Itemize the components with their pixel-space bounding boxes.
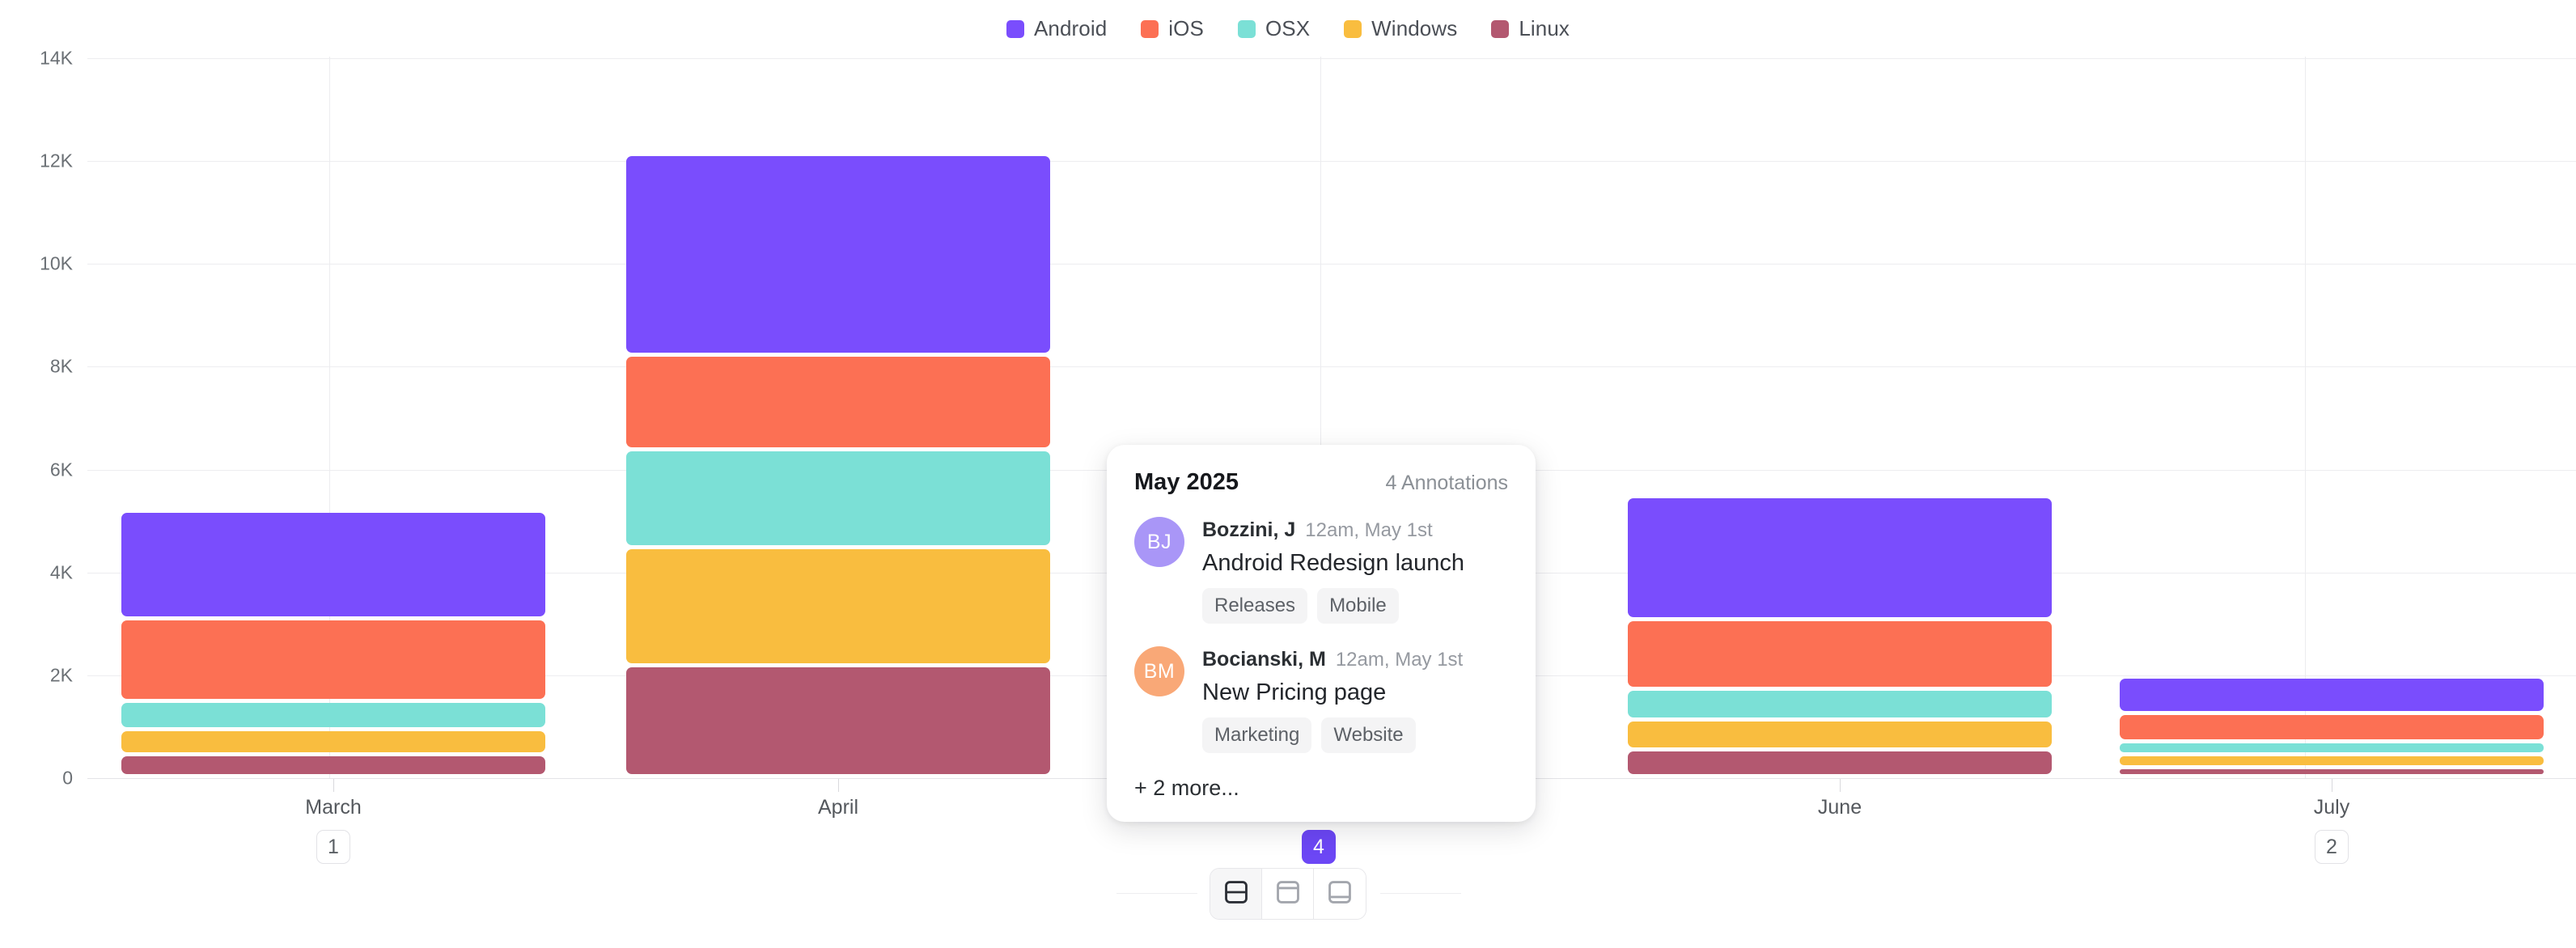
legend-item-windows[interactable]: Windows bbox=[1344, 16, 1457, 41]
annotation-text: New Pricing page bbox=[1202, 679, 1387, 705]
annotation-author: Bocianski, M bbox=[1202, 648, 1326, 671]
legend-swatch-icon bbox=[1237, 19, 1256, 38]
legend-item-android[interactable]: Android bbox=[1006, 16, 1107, 41]
legend-item-ios[interactable]: iOS bbox=[1141, 16, 1204, 41]
bar-segment-june-ios[interactable] bbox=[1628, 621, 2052, 687]
annotation-tag-row: Marketing Website bbox=[1202, 717, 1508, 753]
bar-segment-july-windows[interactable] bbox=[2120, 756, 2544, 765]
vertical-separator-2 bbox=[1320, 57, 1321, 778]
gridline-10K bbox=[87, 264, 2576, 265]
legend-item-label: Linux bbox=[1519, 16, 1570, 40]
bar-segment-april-android[interactable] bbox=[626, 155, 1050, 353]
annotation-list: BJ Bozzini, J 12am, May 1st Android Redesig… bbox=[1134, 517, 1508, 753]
bar-segment-july-android[interactable] bbox=[2120, 679, 2544, 711]
annotation-entry[interactable]: BJ Bozzini, J 12am, May 1st Android Redesig… bbox=[1134, 517, 1508, 624]
annotation-text: Android Redesign launch bbox=[1202, 550, 1465, 576]
y-axis-tick-label: 10K bbox=[40, 252, 73, 274]
annotation-tag[interactable]: Marketing bbox=[1202, 717, 1312, 753]
bottom-panel-layout-button[interactable] bbox=[1314, 869, 1366, 919]
bar-segment-march-osx[interactable] bbox=[121, 703, 545, 728]
legend-swatch-icon bbox=[1344, 19, 1362, 38]
gridline-8K bbox=[87, 366, 2576, 368]
bar-segment-march-windows[interactable] bbox=[121, 731, 545, 752]
popover-header: May 2025 4 Annotations bbox=[1134, 469, 1508, 496]
legend-swatch-icon bbox=[1141, 19, 1159, 38]
annotation-author: Bozzini, J bbox=[1202, 518, 1296, 541]
bar-segment-april-ios[interactable] bbox=[626, 356, 1050, 448]
legend-swatch-icon bbox=[1491, 19, 1510, 38]
bar-segment-june-osx[interactable] bbox=[1628, 690, 2052, 718]
bar-segment-april-osx[interactable] bbox=[626, 451, 1050, 546]
bar-segment-april-linux[interactable] bbox=[626, 667, 1050, 774]
legend-item-linux[interactable]: Linux bbox=[1491, 16, 1570, 41]
y-axis-tick-label: 0 bbox=[62, 767, 73, 789]
annotation-meta: Bozzini, J 12am, May 1st bbox=[1202, 518, 1508, 542]
gridline-14K bbox=[87, 58, 2576, 59]
vertical-separator-1 bbox=[329, 57, 330, 778]
y-axis-tick-label: 4K bbox=[49, 561, 73, 583]
bar-segment-july-osx[interactable] bbox=[2120, 743, 2544, 753]
bar-segment-july-ios[interactable] bbox=[2120, 714, 2544, 739]
bar-segment-june-windows[interactable] bbox=[1628, 722, 2052, 747]
bar-segment-june-android[interactable] bbox=[1628, 497, 2052, 618]
avatar: BJ bbox=[1134, 517, 1184, 567]
y-axis-tick-label: 12K bbox=[40, 150, 73, 171]
legend-item-label: Windows bbox=[1371, 16, 1458, 40]
top-panel-layout-icon bbox=[1274, 878, 1302, 910]
popover-annotation-count: 4 Annotations bbox=[1385, 472, 1508, 494]
gridline-12K bbox=[87, 161, 2576, 163]
legend-item-label: iOS bbox=[1168, 16, 1204, 40]
vertical-separator-3 bbox=[2305, 57, 2306, 778]
bar-segment-april-windows[interactable] bbox=[626, 549, 1050, 664]
annotation-timestamp: 12am, May 1st bbox=[1305, 519, 1433, 541]
annotation-body: Bozzini, J 12am, May 1st Android Redesign … bbox=[1202, 517, 1508, 624]
legend-swatch-icon bbox=[1006, 19, 1024, 38]
annotation-tag[interactable]: Releases bbox=[1202, 588, 1308, 624]
annotation-tag[interactable]: Mobile bbox=[1317, 588, 1399, 624]
x-axis-tick-mark bbox=[333, 779, 334, 792]
chart-legend: Android iOS OSX Windows Linux bbox=[0, 16, 2576, 41]
annotation-entry[interactable]: BM Bocianski, M 12am, May 1st New Pricing p… bbox=[1134, 646, 1508, 753]
x-axis-tick-mark bbox=[1840, 779, 1841, 792]
bar-segment-july-linux[interactable] bbox=[2120, 768, 2544, 774]
annotation-count-badge-march[interactable]: 1 bbox=[316, 830, 350, 864]
y-axis-tick-label: 8K bbox=[49, 355, 73, 377]
bar-segment-march-android[interactable] bbox=[121, 512, 545, 617]
show-more-annotations-link[interactable]: + 2 more... bbox=[1134, 776, 1239, 800]
split-even-layout-button[interactable] bbox=[1210, 869, 1262, 919]
layout-toolbar[interactable] bbox=[1210, 868, 1366, 920]
annotation-count-badge-july[interactable]: 2 bbox=[2315, 830, 2349, 864]
avatar: BM bbox=[1134, 646, 1184, 696]
top-panel-layout-button[interactable] bbox=[1262, 869, 1314, 919]
y-axis-tick-label: 14K bbox=[40, 47, 73, 69]
bar-segment-march-linux[interactable] bbox=[121, 755, 545, 774]
split-even-layout-icon bbox=[1222, 878, 1250, 910]
bar-segment-june-linux[interactable] bbox=[1628, 751, 2052, 774]
annotation-tag-row: Releases Mobile bbox=[1202, 588, 1508, 624]
annotation-body: Bocianski, M 12am, May 1st New Pricing pag… bbox=[1202, 646, 1508, 753]
annotation-popover[interactable]: May 2025 4 Annotations BJ Bozzini, J 12am,… bbox=[1107, 445, 1536, 822]
bar-segment-march-ios[interactable] bbox=[121, 620, 545, 700]
x-axis-label-april: April bbox=[817, 796, 859, 819]
legend-item-label: OSX bbox=[1265, 16, 1311, 40]
toolbar-rule-left bbox=[1116, 893, 1197, 894]
y-axis-tick-label: 2K bbox=[49, 664, 73, 686]
bottom-panel-layout-icon bbox=[1326, 878, 1354, 910]
x-axis-label-march: March bbox=[305, 796, 362, 819]
popover-title: May 2025 bbox=[1134, 469, 1239, 495]
x-axis-tick-mark bbox=[838, 779, 839, 792]
annotation-timestamp: 12am, May 1st bbox=[1335, 649, 1464, 671]
annotation-count-badge-may[interactable]: 4 bbox=[1302, 830, 1336, 864]
legend-item-osx[interactable]: OSX bbox=[1237, 16, 1311, 41]
x-axis-label-july: July bbox=[2313, 796, 2350, 819]
legend-item-label: Android bbox=[1033, 16, 1108, 40]
annotation-tag[interactable]: Website bbox=[1321, 717, 1416, 753]
toolbar-rule-right bbox=[1380, 893, 1461, 894]
annotation-meta: Bocianski, M 12am, May 1st bbox=[1202, 648, 1508, 671]
x-axis-label-june: June bbox=[1817, 796, 1862, 819]
y-axis-tick-label: 6K bbox=[49, 459, 73, 480]
